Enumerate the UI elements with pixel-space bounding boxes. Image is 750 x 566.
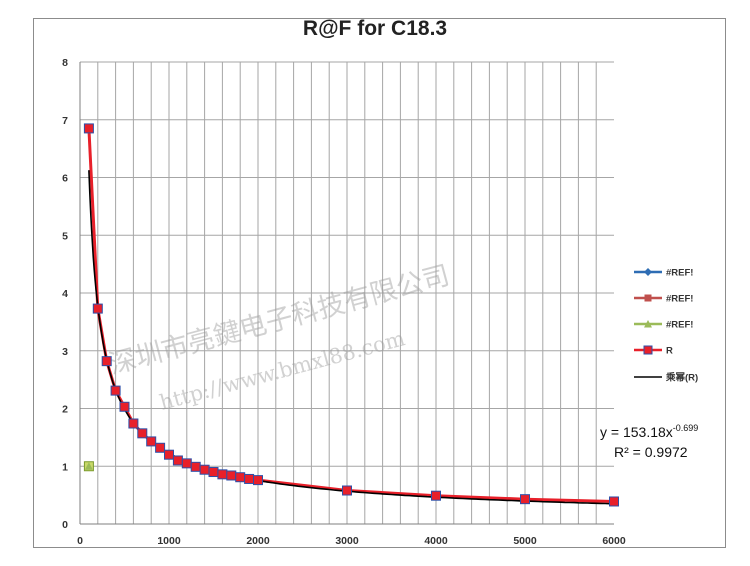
series-layer (83, 123, 619, 507)
y-tick-label: 5 (62, 230, 68, 242)
series-r-point (342, 485, 352, 496)
legend-marker-square (643, 345, 653, 355)
series-r-point (190, 461, 201, 472)
legend-label: R (666, 346, 673, 357)
series-r-point (119, 401, 130, 412)
legend-marker-square (644, 294, 652, 302)
equation-base: y = 153.18x (600, 424, 673, 440)
series-ref3-point-marker (84, 462, 93, 470)
series-r-point (431, 490, 441, 501)
legend-marker-diamond (644, 268, 652, 276)
y-tick-label: 8 (62, 57, 68, 69)
x-tick-label: 3000 (335, 535, 359, 547)
legend: #REF! #REF! #REF! R 乘幂(R) (634, 268, 698, 384)
y-tick-label: 3 (62, 346, 68, 358)
x-tick-label: 4000 (424, 535, 448, 547)
x-tick-label: 0 (77, 535, 83, 547)
chart-frame (33, 18, 726, 548)
series-r-point (155, 442, 166, 453)
series-r-point (181, 458, 192, 469)
x-tick-label: 6000 (602, 535, 626, 547)
equation-text: y = 153.18x-0.699 (600, 423, 698, 440)
gridlines (80, 61, 614, 524)
y-tick-label: 0 (62, 519, 68, 531)
series-r-point (520, 494, 530, 505)
y-tick-label: 6 (62, 173, 68, 185)
series-r-point (244, 473, 255, 484)
y-tick-label: 4 (62, 288, 68, 300)
trendline-equation: y = 153.18x-0.699 R² = 0.9972 (600, 423, 698, 460)
series-r-point (172, 455, 183, 466)
legend-label: #REF! (666, 294, 693, 305)
y-tick-label: 1 (62, 461, 68, 473)
series-r-point (110, 385, 121, 396)
series-r-point (83, 123, 94, 134)
x-tick-label: 5000 (513, 535, 537, 547)
series-r-point (199, 464, 210, 475)
axes: 0 1000 2000 3000 4000 5000 6000 0 1 2 3 4 5 6 7 8 (62, 57, 626, 547)
chart-title: R@F for C18.3 (302, 17, 448, 40)
series-r-point (164, 449, 174, 460)
legend-label: 乘幂(R) (665, 372, 698, 384)
series-r-point (217, 469, 228, 480)
legend-marker-triangle (644, 320, 652, 328)
r-squared-text: R² = 0.9972 (614, 444, 688, 460)
y-tick-label: 2 (62, 404, 68, 416)
series-r-point (226, 470, 237, 481)
y-tick-label: 7 (62, 115, 68, 127)
legend-label: #REF! (666, 320, 693, 331)
series-r-point (609, 496, 619, 507)
series-r-point (128, 418, 139, 429)
x-tick-label: 1000 (157, 535, 181, 547)
series-r-point (92, 303, 103, 314)
series-r-point (137, 428, 148, 439)
x-tick-label: 2000 (246, 535, 270, 547)
series-r-point (253, 475, 263, 486)
series-r-point (146, 436, 157, 447)
series-r-point (235, 472, 246, 483)
equation-exponent: -0.699 (673, 423, 699, 433)
legend-label: #REF! (666, 268, 693, 279)
series-r-point (101, 356, 112, 367)
series-r-point (208, 467, 219, 478)
